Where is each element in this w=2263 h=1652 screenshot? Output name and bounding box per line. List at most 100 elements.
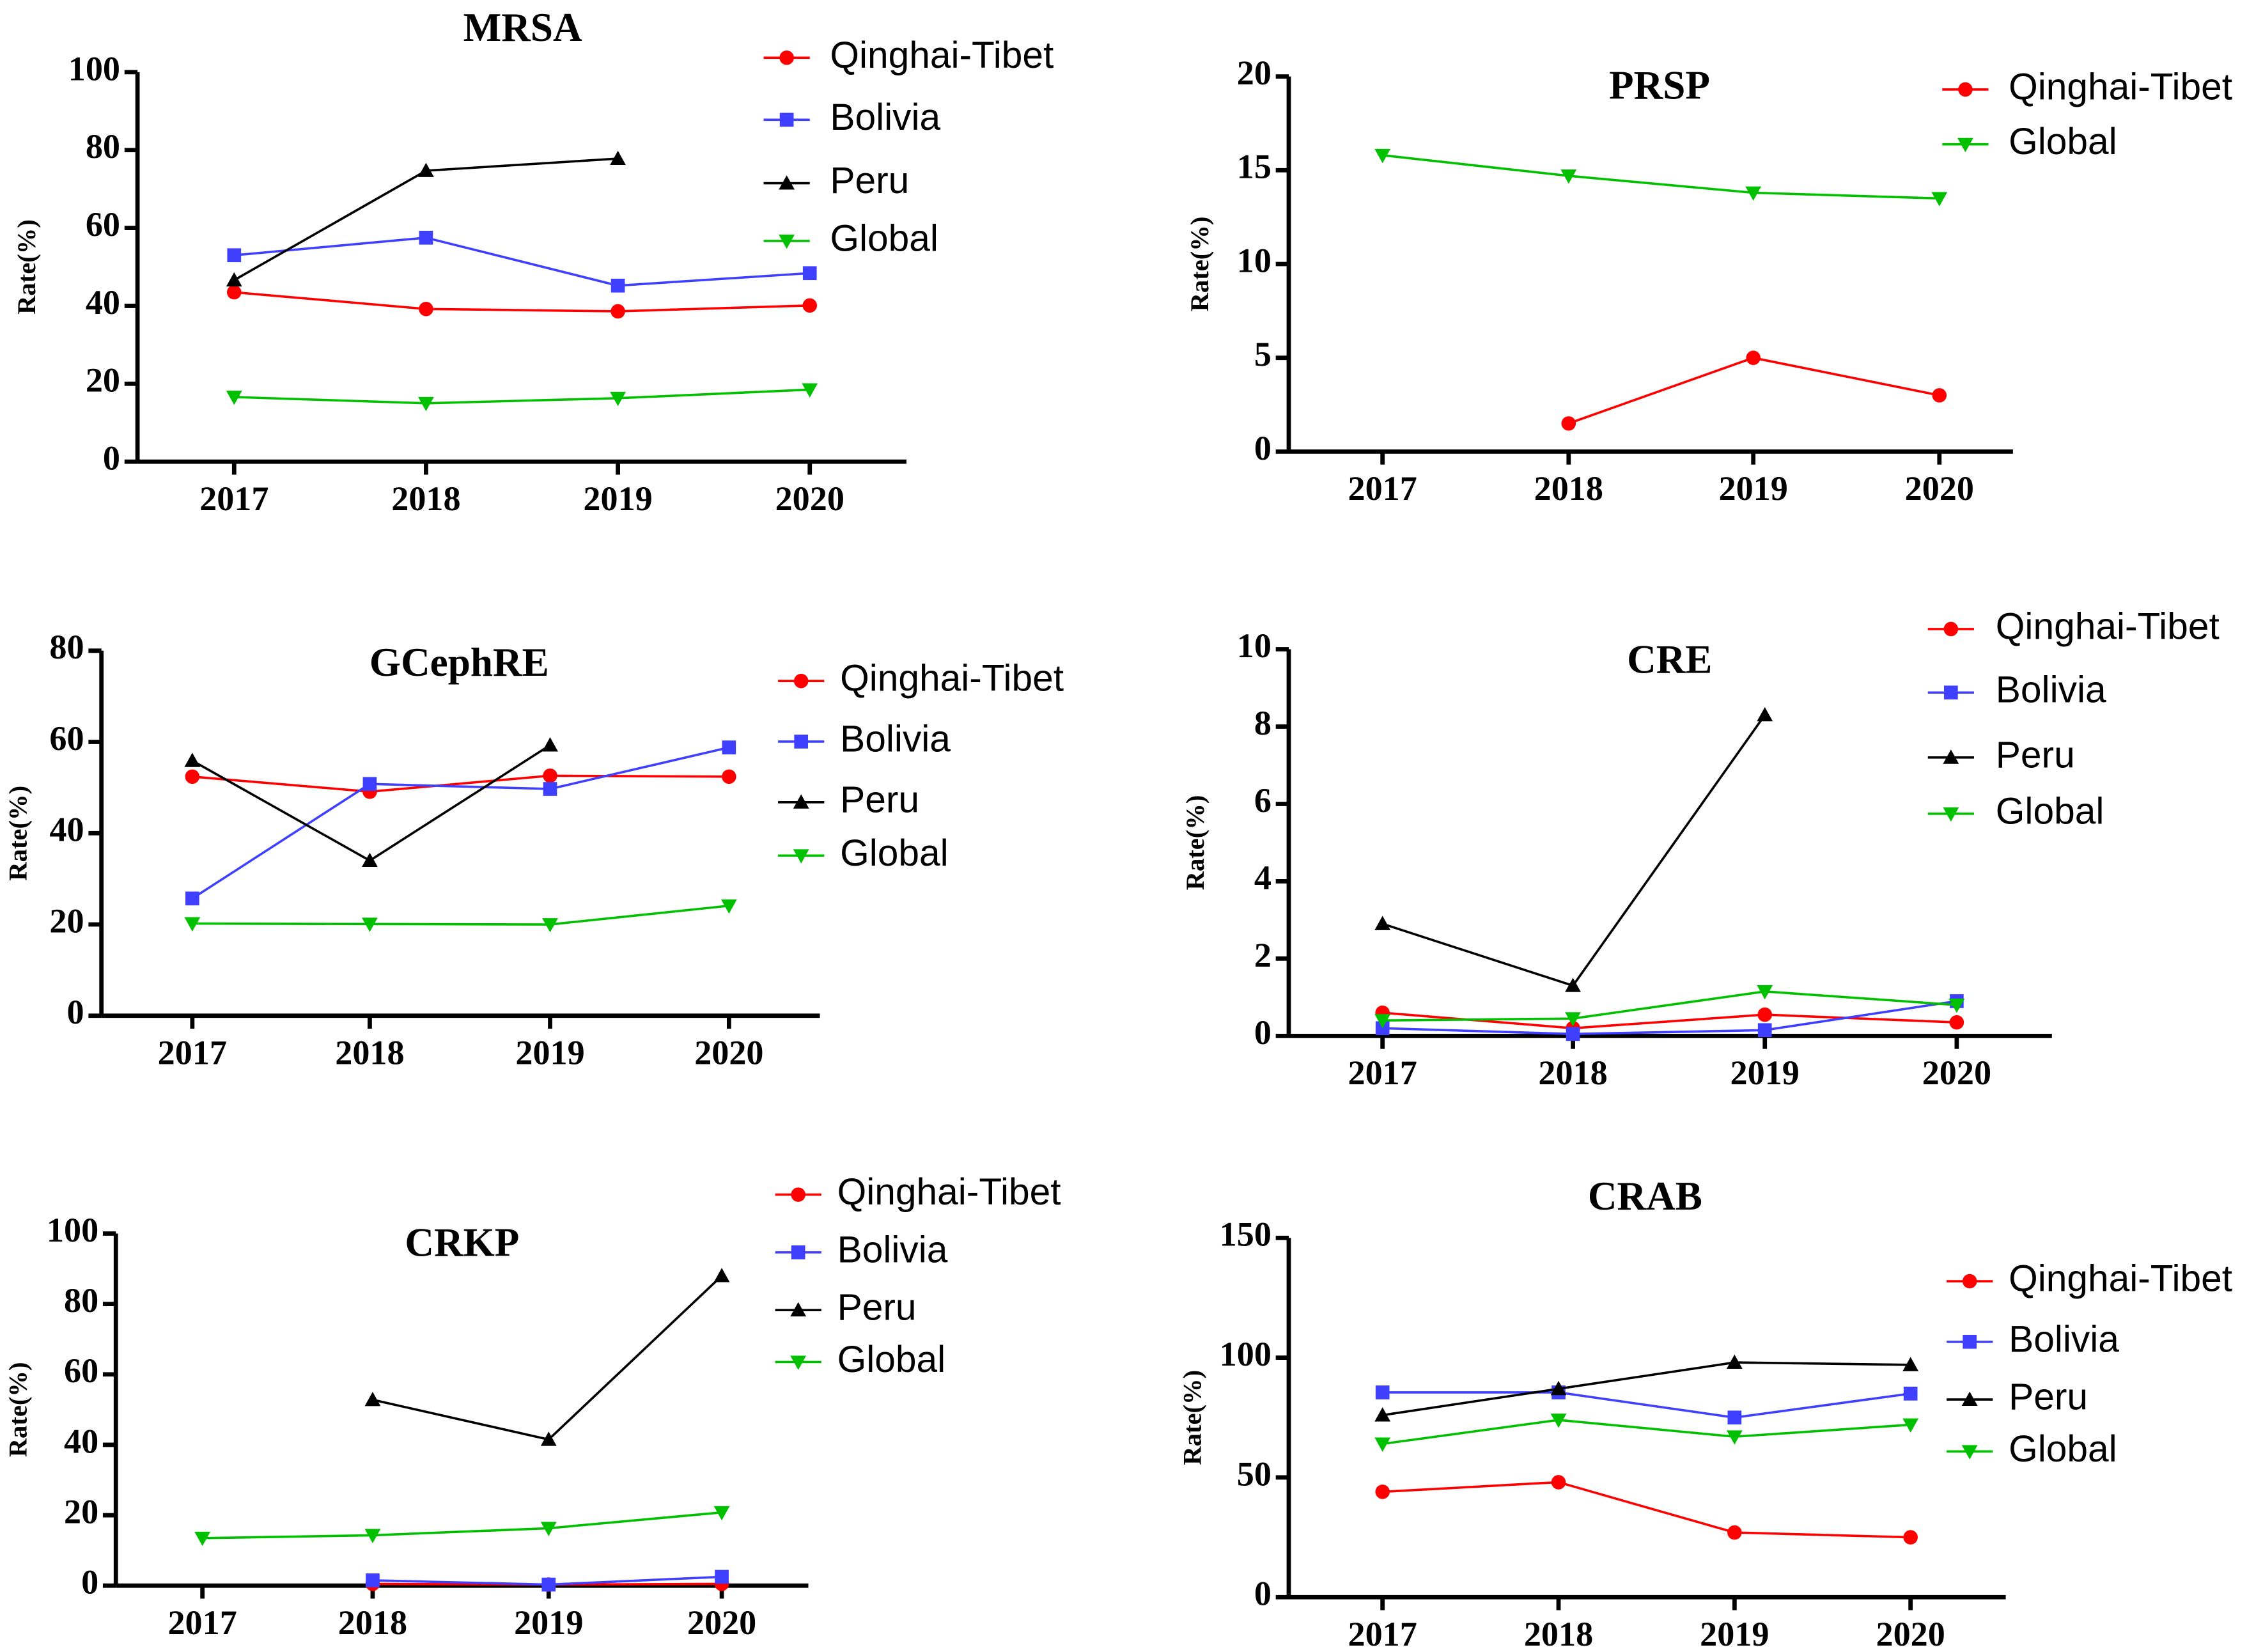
y-tick-label: 2 [1254, 936, 1271, 974]
y-tick-label: 150 [1220, 1215, 1271, 1254]
point [1550, 1380, 1567, 1396]
y-tick-label: 20 [64, 1492, 98, 1531]
legend-label: Qinghai-Tibet [2009, 1258, 2232, 1300]
legend-marker [779, 175, 795, 190]
x-tick-label: 2017 [167, 1603, 237, 1642]
point [362, 777, 377, 791]
point [419, 302, 433, 316]
legend-marker [1943, 621, 1959, 637]
legend-label: Qinghai-Tibet [2009, 66, 2232, 107]
legend-label: Peru [840, 779, 919, 820]
point [1375, 1385, 1390, 1399]
point [713, 1506, 730, 1521]
point [366, 1573, 380, 1587]
point [364, 1392, 381, 1407]
point [419, 230, 433, 245]
point [1931, 192, 1948, 207]
x-tick-label: 2020 [1922, 1054, 1991, 1092]
point [1902, 1418, 1919, 1433]
series-line [1382, 1391, 1911, 1419]
legend-marker [1957, 137, 1973, 153]
point [1726, 1354, 1743, 1369]
series-line [1382, 1361, 1911, 1417]
y-axis-label: Rate(%) [1178, 1370, 1207, 1465]
x-tick-label: 2018 [335, 1033, 404, 1071]
legend-marker [793, 849, 809, 864]
y-tick-label: 8 [1254, 704, 1271, 742]
series-line [1382, 714, 1766, 987]
y-tick-label: 0 [103, 439, 120, 478]
point [364, 1529, 381, 1543]
chart-title: CRE [1627, 637, 1712, 682]
x-tick-label: 2018 [1534, 469, 1603, 508]
legend-label: Peru [2009, 1376, 2088, 1418]
point [715, 1570, 729, 1584]
y-tick-label: 60 [64, 1352, 98, 1390]
legend-marker [793, 673, 809, 689]
point [185, 769, 200, 784]
point [1745, 186, 1762, 201]
y-tick-label: 60 [86, 205, 120, 244]
point [194, 1531, 211, 1547]
chart-title: MRSA [463, 5, 582, 50]
y-tick-label: 6 [1254, 781, 1271, 820]
x-tick-label: 2018 [391, 479, 460, 518]
legend-label: Qinghai-Tibet [837, 1171, 1061, 1213]
legend-marker [779, 113, 794, 127]
legend-label: Global [830, 217, 938, 259]
point [1903, 1530, 1918, 1545]
series-line [234, 291, 810, 313]
y-tick-label: 0 [67, 993, 84, 1031]
point [610, 304, 625, 319]
legend-marker [793, 794, 809, 809]
legend-marker [1943, 749, 1959, 764]
y-tick-label: 15 [1237, 148, 1271, 186]
legend-label: Bolivia [837, 1229, 948, 1270]
legend-label: Qinghai-Tibet [840, 658, 1064, 699]
legend-label: Global [840, 832, 949, 874]
x-tick-label: 2017 [1348, 1615, 1417, 1652]
point [1932, 388, 1947, 403]
point [713, 1268, 730, 1282]
y-tick-label: 100 [68, 49, 120, 88]
x-tick-label: 2018 [1538, 1054, 1607, 1092]
series-line [1382, 1481, 1911, 1539]
x-tick-label: 2019 [515, 1033, 584, 1071]
y-tick-label: 5 [1254, 335, 1271, 373]
point [362, 852, 378, 868]
x-tick-label: 2020 [1876, 1615, 1945, 1652]
chart-title: PRSP [1609, 63, 1710, 107]
legend-marker [779, 234, 795, 249]
point [610, 278, 625, 293]
chart-title: CRKP [405, 1220, 519, 1265]
y-tick-label: 20 [49, 901, 84, 940]
legend-marker [1943, 807, 1959, 822]
point [1374, 148, 1391, 164]
point [1551, 1475, 1566, 1490]
x-tick-label: 2019 [1700, 1615, 1769, 1652]
series-line [191, 744, 551, 862]
y-tick-label: 100 [1220, 1335, 1271, 1373]
point [722, 740, 736, 754]
y-tick-label: 20 [1237, 54, 1271, 92]
legend-label: Qinghai-Tibet [1996, 605, 2220, 647]
y-tick-label: 80 [64, 1281, 98, 1320]
point [1561, 416, 1576, 431]
legend-marker [1958, 82, 1973, 97]
x-tick-label: 2017 [1348, 1054, 1417, 1092]
y-tick-label: 10 [1237, 627, 1271, 665]
point [1757, 985, 1773, 1000]
point [227, 284, 242, 300]
y-tick-label: 0 [1254, 1575, 1271, 1613]
legend-marker [1961, 1391, 1978, 1406]
series-line [372, 1275, 723, 1441]
panel: MRSA Rate(%) 0 20 40 60 80 100 2017 2018 2019 2020 Q… [12, 5, 1054, 518]
point [610, 391, 626, 407]
y-tick-label: 80 [49, 628, 84, 666]
y-tick-label: 50 [1237, 1454, 1271, 1493]
series-line [1382, 154, 1940, 200]
point [1560, 169, 1577, 184]
y-tick-label: 10 [1237, 241, 1271, 279]
y-tick-label: 0 [81, 1563, 98, 1601]
